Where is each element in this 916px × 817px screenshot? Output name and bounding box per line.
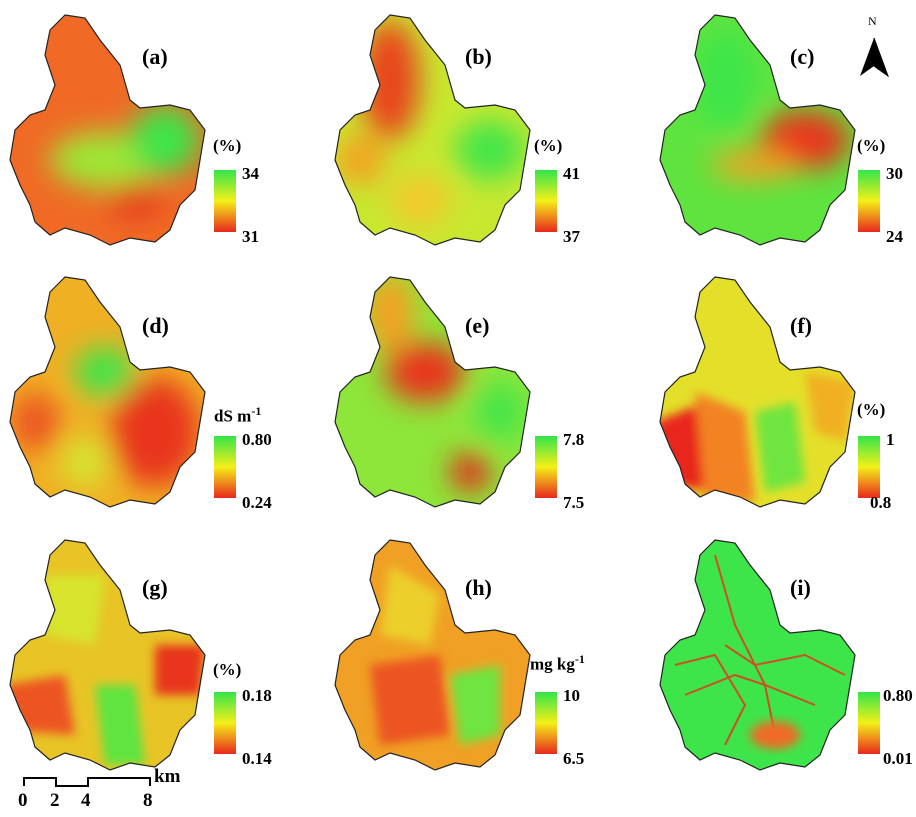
- north-label: N: [868, 14, 877, 28]
- panel-label-h: (h): [465, 575, 492, 600]
- map-panel-h: [334, 539, 531, 771]
- legend-bar-i: [858, 692, 880, 754]
- legend-max-b: 41: [563, 164, 580, 183]
- map-panel-c: [659, 14, 856, 246]
- legend-min-c: 24: [886, 227, 903, 246]
- legend-unit-h: mg kg-1: [530, 652, 585, 674]
- legend-max-h: 10: [563, 686, 580, 705]
- legend-bar-c: [858, 170, 880, 232]
- map-panel-a: [9, 14, 206, 246]
- map-panel-f: [659, 276, 856, 508]
- scale-tick-2: 2: [50, 790, 60, 811]
- map-panel-g: [9, 539, 206, 771]
- panel-label-a: (a): [142, 44, 168, 69]
- legend-unit-f: (%): [857, 400, 886, 419]
- legend-max-e: 7.8: [563, 430, 585, 449]
- scale-tick-4: 4: [81, 790, 91, 811]
- panel-label-d: (d): [142, 313, 169, 338]
- legend-unit-a: (%): [213, 136, 242, 155]
- north-arrow-icon: [860, 37, 890, 78]
- legend-bar-g: [214, 692, 236, 754]
- legend-unit-c: (%): [857, 136, 886, 155]
- panel-label-i: (i): [790, 575, 811, 600]
- legend-bar-a: [214, 170, 236, 232]
- panel-label-f: (f): [790, 313, 812, 338]
- legend-min-b: 37: [563, 227, 580, 246]
- map-panel-d: [9, 276, 206, 508]
- legend-bar-h: [535, 692, 557, 754]
- map-panel-e: [334, 276, 531, 508]
- legend-min-h: 6.5: [563, 749, 585, 768]
- legend-min-g: 0.14: [242, 749, 272, 768]
- legend-min-f: 0.8: [870, 493, 892, 512]
- legend-min-d: 0.24: [242, 493, 272, 512]
- legend-min-a: 31: [242, 227, 259, 246]
- legend-max-a: 34: [242, 164, 259, 183]
- panel-label-e: (e): [465, 313, 490, 338]
- scale-tick-0: 0: [18, 790, 28, 811]
- legend-unit-g: (%): [213, 660, 242, 679]
- map-panel-b: [334, 14, 531, 246]
- legend-max-d: 0.80: [242, 430, 272, 449]
- legend-bar-d: [214, 436, 236, 498]
- panel-label-g: (g): [142, 575, 168, 600]
- legend-min-e: 7.5: [563, 493, 585, 512]
- legend-unit-d: dS m-1: [214, 404, 262, 426]
- scale-bar: [23, 777, 151, 787]
- legend-min-i: 0.01: [883, 749, 913, 768]
- scale-unit: km: [154, 766, 181, 787]
- panel-label-b: (b): [465, 44, 492, 69]
- legend-max-f: 1: [886, 430, 895, 449]
- map-panel-i: [659, 539, 856, 771]
- legend-max-g: 0.18: [242, 686, 272, 705]
- legend-bar-f: [858, 436, 880, 498]
- legend-bar-b: [535, 170, 557, 232]
- panel-label-c: (c): [790, 44, 815, 69]
- legend-bar-e: [535, 436, 557, 498]
- scale-tick-8: 8: [143, 790, 153, 811]
- legend-max-i: 0.80: [883, 686, 913, 705]
- legend-unit-b: (%): [534, 136, 563, 155]
- legend-max-c: 30: [886, 164, 903, 183]
